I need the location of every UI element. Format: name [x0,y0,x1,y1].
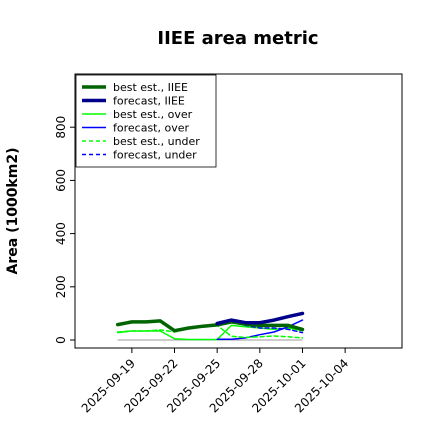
y-tick-label: 800 [54,116,68,139]
plot-frame [74,73,403,349]
series-line-best-est-iiee [115,319,305,333]
legend-label: best est., over [113,108,193,121]
chart-title: IIEE area metric [157,28,318,49]
legend-box [75,74,217,168]
legend-label: best est., under [113,135,200,148]
y-tick-label: 600 [54,169,68,192]
y-tick-label: 400 [54,222,68,245]
y-tick-label: 0 [54,336,68,344]
legend-label: forecast, IIEE [113,95,185,108]
legend-label: forecast, over [113,122,189,135]
legend-label: best est., IIEE [113,81,188,94]
y-axis-label: Area (1000km2) [5,148,21,275]
legend-label: forecast, under [113,149,197,162]
series-line-forecast-iiee [215,311,305,326]
y-tick-label: 200 [54,275,68,298]
